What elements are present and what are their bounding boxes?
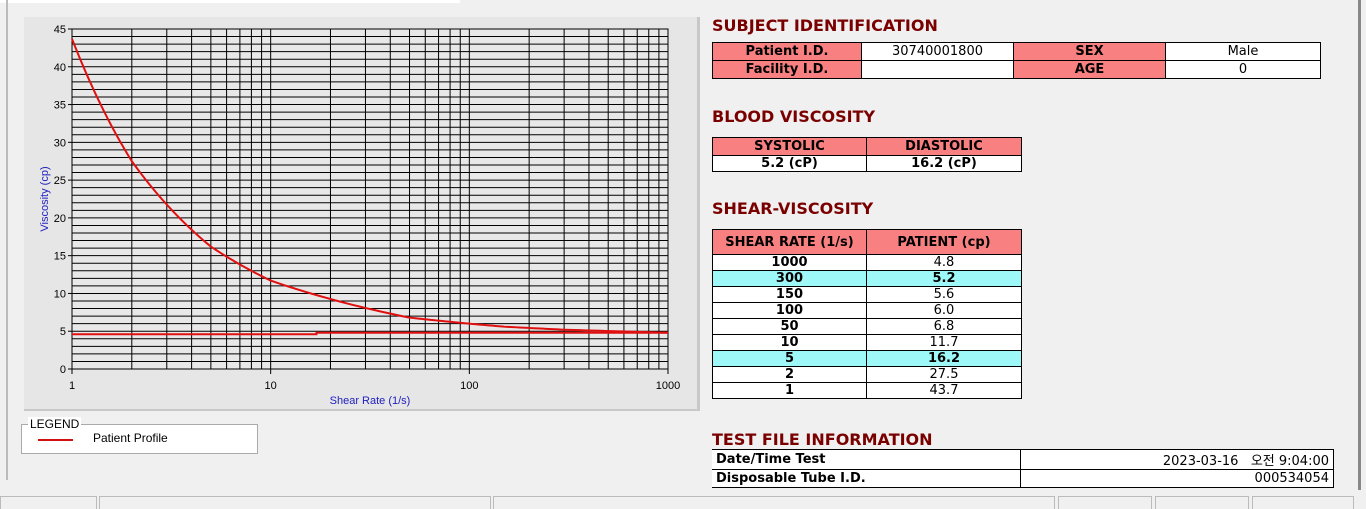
patient-cell: 5.6 xyxy=(866,286,1022,303)
y-tick-label: 35 xyxy=(54,100,66,112)
left-border xyxy=(6,0,8,480)
sex: Male xyxy=(1165,42,1321,61)
table-row: 300 5.2 xyxy=(712,270,1022,287)
testfile-table: Date/Time Test 2023-03-16 오전 9:04:00 Disp… xyxy=(712,449,1334,488)
viscosity-chart-panel: 0 5 10 15 20 25 30 35 40 45 1 10 100 1000 Shear Rate (… xyxy=(24,17,700,411)
y-tick-label: 0 xyxy=(60,364,66,376)
y-tick-label: 45 xyxy=(54,24,66,36)
table-row: 100 6.0 xyxy=(712,302,1022,319)
series-line xyxy=(72,331,668,336)
shear-rate-header: SHEAR RATE (1/s) xyxy=(712,229,867,255)
shear-table: SHEAR RATE (1/s) PATIENT (cp) 1000 4.8 300 5… xyxy=(712,229,1022,399)
table-row: 1000 4.8 xyxy=(712,254,1022,271)
y-tick-label: 40 xyxy=(54,62,66,74)
table-row: 50 6.8 xyxy=(712,318,1022,335)
patient-cell: 6.8 xyxy=(866,318,1022,335)
scrollbar[interactable] xyxy=(1358,0,1361,490)
patient-cell: 27.5 xyxy=(866,366,1022,383)
patient-id: 30740001800 xyxy=(861,42,1014,61)
legend-title: LEGEND xyxy=(28,417,82,431)
y-tick-label: 20 xyxy=(54,213,66,225)
shear-rate-cell: 10 xyxy=(712,334,867,351)
status-segment xyxy=(1252,496,1354,509)
patient-cell: 6.0 xyxy=(866,302,1022,319)
age: 0 xyxy=(1165,60,1321,79)
y-tick-label: 5 xyxy=(60,326,66,338)
status-segment xyxy=(1155,496,1249,509)
legend-item-label: Patient Profile xyxy=(93,431,168,445)
y-tick-label: 30 xyxy=(54,137,66,149)
top-strip xyxy=(0,0,460,3)
subject-table: Patient I.D. 30740001800 SEX Male Facility … xyxy=(712,42,1321,79)
plot-area xyxy=(71,28,669,370)
patient-cell: 4.8 xyxy=(866,254,1022,271)
x-tick-label: 1000 xyxy=(656,380,680,392)
patient-header: PATIENT (cp) xyxy=(866,229,1022,255)
table-row: 150 5.6 xyxy=(712,286,1022,303)
status-segment xyxy=(493,496,1055,509)
systolic-label: SYSTOLIC xyxy=(712,137,867,156)
facility-label: Facility I.D. xyxy=(712,60,862,79)
viscosity-chart: 0 5 10 15 20 25 30 35 40 45 1 10 100 1000 Shear Rate (… xyxy=(39,24,680,407)
shear-rate-cell: 2 xyxy=(712,366,867,383)
shear-rate-cell: 300 xyxy=(712,270,867,287)
y-tick-label: 25 xyxy=(54,175,66,187)
patient-cell: 16.2 xyxy=(866,350,1022,367)
y-axis-label: Viscosity (cp) xyxy=(39,166,51,231)
shear-rate-cell: 1 xyxy=(712,382,867,399)
legend-line-swatch xyxy=(38,439,73,441)
shear-rate-cell: 100 xyxy=(712,302,867,319)
patient-cell: 43.7 xyxy=(866,382,1022,399)
x-tick-label: 100 xyxy=(460,380,478,392)
date-label: Date/Time Test xyxy=(712,449,1021,470)
patient-cell: 11.7 xyxy=(866,334,1022,351)
table-row: 10 11.7 xyxy=(712,334,1022,351)
shear-title: SHEAR-VISCOSITY xyxy=(712,199,874,218)
x-tick-label: 1 xyxy=(69,380,75,392)
date-value: 2023-03-16 오전 9:04:00 xyxy=(1020,449,1334,470)
diastolic-label: DIASTOLIC xyxy=(866,137,1022,156)
status-segment xyxy=(1058,496,1152,509)
systolic-value: 5.2 (cP) xyxy=(712,155,867,172)
y-tick-label: 10 xyxy=(54,288,66,300)
shear-rate-cell: 50 xyxy=(712,318,867,335)
status-segment xyxy=(99,496,491,509)
tube-value: 000534054 xyxy=(1020,469,1334,488)
blood-title: BLOOD VISCOSITY xyxy=(712,107,876,126)
patient-id-label: Patient I.D. xyxy=(712,42,862,61)
patient-cell: 5.2 xyxy=(866,270,1022,287)
shear-rate-cell: 150 xyxy=(712,286,867,303)
x-axis-label: Shear Rate (1/s) xyxy=(330,395,411,407)
facility-id xyxy=(861,60,1014,79)
age-label: AGE xyxy=(1013,60,1166,79)
blood-table: SYSTOLIC DIASTOLIC 5.2 (cP) 16.2 (cP) xyxy=(712,137,1022,172)
shear-rate-cell: 5 xyxy=(712,350,867,367)
diastolic-value: 16.2 (cP) xyxy=(866,155,1022,172)
table-row: 5 16.2 xyxy=(712,350,1022,367)
series-line xyxy=(71,38,669,334)
x-tick-label: 10 xyxy=(265,380,277,392)
subject-title: SUBJECT IDENTIFICATION xyxy=(712,16,938,35)
y-tick-label: 15 xyxy=(54,251,66,263)
table-row: 1 43.7 xyxy=(712,382,1022,399)
status-segment xyxy=(0,496,97,509)
table-row: 2 27.5 xyxy=(712,366,1022,383)
legend: LEGEND Patient Profile xyxy=(21,417,258,454)
sex-label: SEX xyxy=(1013,42,1166,61)
shear-rate-cell: 1000 xyxy=(712,254,867,271)
testfile-title: TEST FILE INFORMATION xyxy=(712,430,933,449)
tube-label: Disposable Tube I.D. xyxy=(712,469,1021,488)
